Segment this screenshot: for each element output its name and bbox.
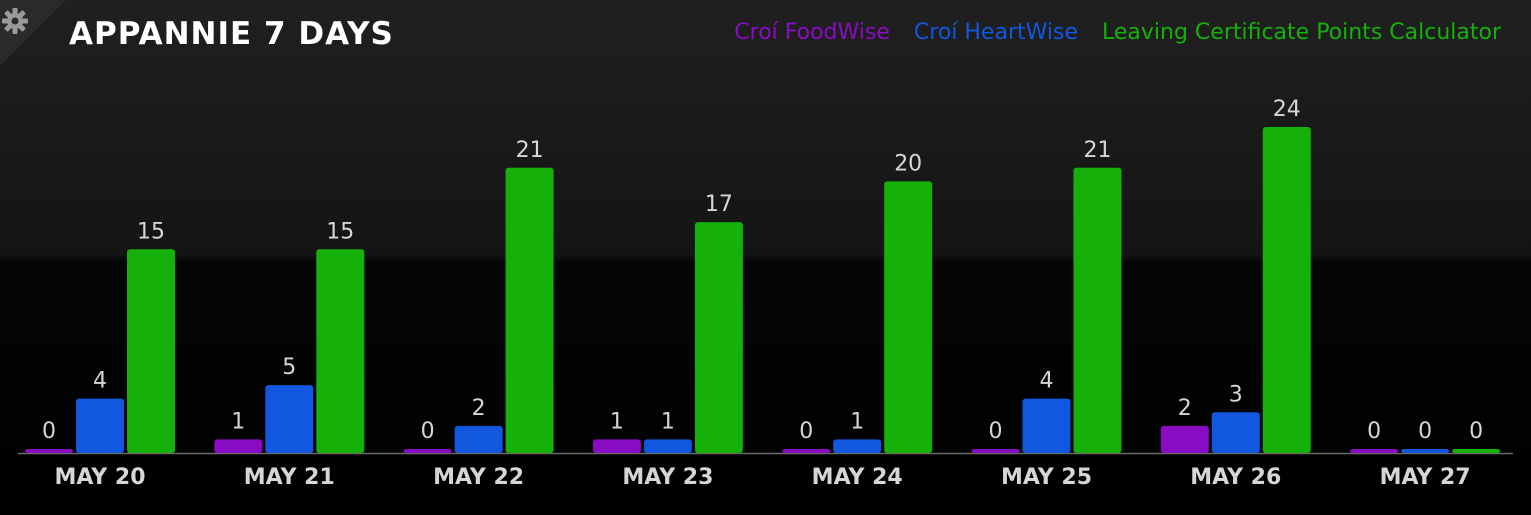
data-label: 0 xyxy=(42,419,56,444)
data-label: 0 xyxy=(799,419,813,444)
bar-3-7[interactable] xyxy=(1262,127,1311,453)
legend-item-foodwise: Croí FoodWise xyxy=(734,20,890,45)
data-label: 2 xyxy=(472,396,486,421)
data-label: 4 xyxy=(93,369,107,394)
data-label: 0 xyxy=(421,419,435,444)
bar-3-8[interactable] xyxy=(1452,449,1501,453)
x-tick-label: MAY 23 xyxy=(622,465,713,490)
bar-2-3[interactable] xyxy=(454,425,503,453)
data-label: 0 xyxy=(989,419,1003,444)
widget-title: APPANNIE 7 DAYS xyxy=(69,16,394,52)
bar-3-3[interactable] xyxy=(505,167,554,453)
data-label: 5 xyxy=(282,355,296,380)
chart-legend: Croí FoodWise Croí HeartWise Leaving Cer… xyxy=(734,20,1501,45)
legend-item-lc-points: Leaving Certificate Points Calculator xyxy=(1102,20,1501,45)
data-label: 2 xyxy=(1178,396,1192,421)
data-label: 0 xyxy=(1367,419,1381,444)
bar-2-2[interactable] xyxy=(265,385,314,453)
bar-3-2[interactable] xyxy=(316,249,365,453)
bar-2-6[interactable] xyxy=(1022,398,1071,453)
data-label: 15 xyxy=(137,219,165,244)
x-tick-label: MAY 21 xyxy=(244,465,335,490)
x-tick-label: MAY 20 xyxy=(54,465,145,490)
x-tick-label: MAY 27 xyxy=(1380,465,1471,490)
bar-1-8[interactable] xyxy=(1350,449,1399,453)
bar-1-6[interactable] xyxy=(971,449,1020,453)
x-tick-label: MAY 24 xyxy=(812,465,903,490)
bar-2-5[interactable] xyxy=(833,439,882,453)
data-label: 24 xyxy=(1273,97,1301,122)
x-tick-label: MAY 26 xyxy=(1190,465,1281,490)
legend-item-heartwise: Croí HeartWise xyxy=(913,20,1078,45)
x-tick-label: MAY 25 xyxy=(1001,465,1092,490)
data-label: 1 xyxy=(231,409,245,434)
bar-3-1[interactable] xyxy=(127,249,175,453)
data-label: 15 xyxy=(326,219,354,244)
bar-3-5[interactable] xyxy=(884,181,933,454)
data-label: 17 xyxy=(705,192,733,217)
bar-2-1[interactable] xyxy=(76,398,124,453)
bar-3-6[interactable] xyxy=(1073,167,1122,453)
data-label: 1 xyxy=(661,409,675,434)
bar-1-3[interactable] xyxy=(403,449,452,453)
data-label: 0 xyxy=(1418,419,1432,444)
bar-3-4[interactable] xyxy=(694,222,743,453)
gear-icon[interactable] xyxy=(0,6,30,36)
data-label: 0 xyxy=(1469,419,1483,444)
data-label: 1 xyxy=(850,409,864,434)
data-label: 4 xyxy=(1040,369,1054,394)
data-label: 3 xyxy=(1229,382,1243,407)
bar-1-2[interactable] xyxy=(214,439,263,453)
bar-1-1[interactable] xyxy=(25,449,73,453)
data-label: 21 xyxy=(1084,138,1112,163)
data-label: 21 xyxy=(516,138,544,163)
x-tick-label: MAY 22 xyxy=(433,465,524,490)
bar-2-8[interactable] xyxy=(1401,449,1450,453)
data-label: 20 xyxy=(894,151,922,176)
bar-2-7[interactable] xyxy=(1211,412,1260,453)
bar-1-5[interactable] xyxy=(782,449,831,453)
bar-1-7[interactable] xyxy=(1160,425,1209,453)
bar-2-4[interactable] xyxy=(643,439,692,453)
bar-1-4[interactable] xyxy=(592,439,641,453)
data-label: 1 xyxy=(610,409,624,434)
